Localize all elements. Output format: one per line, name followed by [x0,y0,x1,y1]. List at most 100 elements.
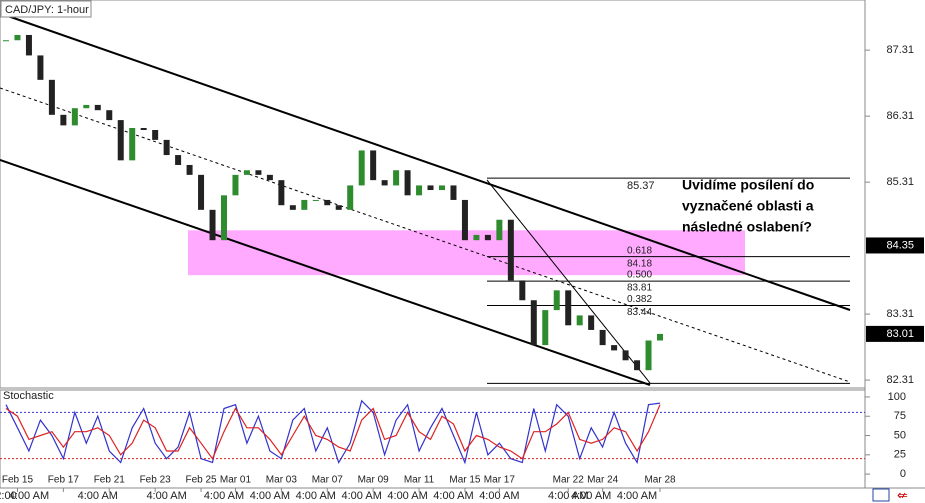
price-marker [866,325,924,342]
candle [94,104,101,111]
stoch-tick-label: 50 [894,429,906,441]
x-tick-label: Mar 07 [312,475,344,486]
candle [278,180,285,206]
time-label: 4:00 AM [204,490,244,502]
fib-price: 83.44 [627,307,652,318]
time-label: 4:00 AM [617,490,657,502]
y-tick-label: 82.31 [886,374,914,386]
stoch-tick-label: 0 [900,468,906,480]
channel-lower [0,159,651,386]
candle [14,34,21,41]
time-label: 4:00 AM [78,490,118,502]
candle [289,205,296,210]
time-label: 4:00 AM [387,490,427,502]
candle [393,170,400,186]
x-tick-label: Mar 24 [587,475,619,486]
price-marker [866,237,924,254]
candle [565,290,572,326]
candle [71,108,78,126]
candle [232,174,239,196]
x-tick-label: Mar 22 [553,475,585,486]
time-label: 4:00 AM [479,490,519,502]
candle [140,128,147,130]
candle [439,185,445,191]
time-label: 2:00 [0,490,17,502]
candle [198,174,205,210]
candle [117,120,124,161]
time-label: 4:00 AM [433,490,473,502]
candle [519,280,526,301]
candle [301,199,308,210]
time-label: 4:00 AM [250,490,290,502]
x-tick-label: Feb 21 [94,475,126,486]
y-tick-label: 85.31 [886,176,914,188]
candle [358,150,365,186]
candle [266,174,273,181]
candle [37,55,44,80]
x-tick-label: Mar 28 [644,475,676,486]
candle [3,40,9,42]
close-icon[interactable]: ⇍ [897,487,908,502]
candle [576,315,583,326]
candle [163,139,170,156]
x-tick-label: Mar 01 [220,475,252,486]
channel-upper [4,14,851,311]
candle [381,180,388,186]
price-panel [0,0,866,389]
fib-price: 85.37 [627,180,655,192]
candle [416,185,423,196]
candle [312,199,319,201]
x-tick-label: Feb 15 [2,475,34,486]
fib-ratio: 0.500 [627,270,652,281]
y-tick-label: 86.31 [886,110,914,122]
stoch-tick-label: 100 [888,391,906,403]
candle [427,185,434,191]
time-label: 4:00 AM [571,490,611,502]
candle [542,310,549,346]
candle [175,155,182,165]
y-tick-label: 83.31 [886,308,914,320]
candle [324,199,331,206]
title-box [0,0,92,18]
price-marker-label: 84.35 [886,239,914,251]
candle [186,164,193,175]
time-label: 4:00 AM [342,490,382,502]
link-icon[interactable] [872,488,890,502]
x-tick-label: Mar 11 [404,475,435,486]
y-tick-label: 87.31 [886,44,914,56]
x-tick-label: Feb 17 [48,475,80,486]
candle [404,170,411,196]
stoch-tick-label: 25 [894,449,906,461]
fib-ratio: 0.382 [627,294,652,305]
x-tick-label: Mar 17 [484,475,516,486]
candle [657,333,663,341]
candle [599,329,606,346]
x-tick-label: Mar 09 [358,475,390,486]
candle [645,340,652,371]
chart-title: CAD/JPY: 1-hour [5,4,89,16]
x-tick-label: Feb 23 [140,475,172,486]
time-label: 4:00 AM [9,490,49,502]
stochastic-title: Stochastic [3,390,54,402]
candle [129,128,136,161]
candle [25,34,32,56]
candle [450,185,457,200]
x-tick-label: Feb 25 [185,475,217,486]
candle [530,300,537,346]
candle [347,185,354,210]
fib-price: 84.18 [627,258,652,269]
candle [60,114,67,126]
candle [588,315,595,330]
annotation: vyznačené oblasti a [682,198,814,214]
stoch-line [5,404,661,460]
candle [221,195,227,241]
candle [622,350,629,361]
candle [83,104,90,109]
candle [370,150,377,181]
stoch-tick-label: 75 [894,410,906,422]
stochastic-panel [0,389,866,489]
time-label: 4:00 AM [296,490,336,502]
candle [106,110,113,121]
candle [152,129,159,140]
candle [209,209,216,241]
